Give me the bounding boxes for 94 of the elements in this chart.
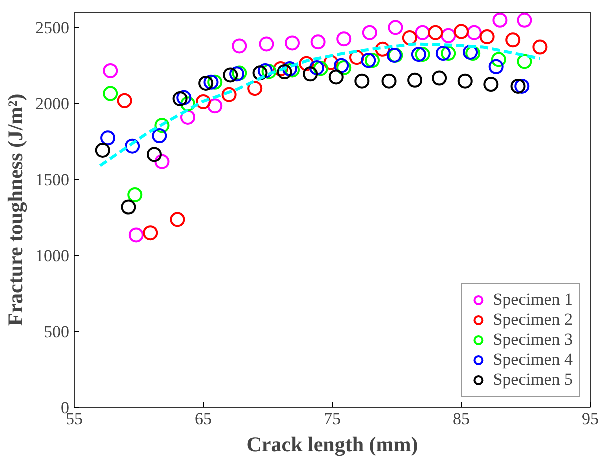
point: [152, 128, 168, 144]
point: [415, 47, 430, 62]
point: [285, 36, 300, 51]
point: [432, 70, 448, 86]
legend-label: Specimen 4: [493, 350, 573, 370]
y-tick-label: 2500: [36, 18, 70, 38]
y-tick-label: 500: [44, 322, 70, 342]
point: [361, 53, 376, 68]
legend-label: Specimen 3: [493, 330, 573, 350]
point: [232, 38, 248, 54]
point: [121, 200, 136, 215]
point: [324, 55, 339, 70]
point: [252, 66, 268, 81]
y-axis-title: Fracture toughness (J/m²): [4, 94, 28, 326]
legend-label: Specimen 2: [493, 310, 573, 330]
point: [170, 212, 186, 228]
y-tick-label: 1500: [36, 170, 70, 190]
point: [262, 64, 277, 80]
point: [117, 93, 132, 108]
legend-label: Specimen 5: [493, 370, 573, 390]
line-series: [98, 42, 542, 168]
x-tick-label: 75: [324, 410, 341, 428]
point: [441, 46, 456, 62]
point: [176, 90, 192, 106]
point: [180, 96, 196, 112]
point: [125, 138, 140, 154]
point: [146, 147, 162, 162]
point: [285, 62, 300, 78]
point: [310, 60, 325, 76]
point: [336, 32, 352, 47]
point: [273, 62, 288, 77]
point: [491, 52, 506, 68]
point: [458, 74, 473, 89]
point: [484, 77, 499, 92]
point: [180, 110, 196, 125]
point: [259, 36, 274, 52]
point: [198, 76, 214, 91]
point: [299, 56, 314, 72]
point: [441, 28, 456, 44]
point: [95, 142, 110, 158]
point: [517, 54, 532, 70]
point: [354, 74, 370, 89]
point: [303, 66, 318, 82]
point: [510, 79, 526, 94]
point: [223, 68, 238, 83]
point: [258, 64, 273, 78]
point: [103, 64, 118, 78]
point: [100, 130, 116, 146]
point: [466, 25, 482, 40]
point: [277, 64, 292, 80]
point: [248, 81, 263, 96]
point: [328, 70, 344, 85]
point: [402, 30, 418, 46]
point: [282, 62, 298, 77]
point: [411, 47, 426, 62]
point: [154, 154, 170, 170]
point: [208, 74, 223, 90]
point: [480, 29, 495, 44]
point: [488, 59, 504, 74]
point: [362, 25, 378, 40]
y-tick-label: 1000: [36, 246, 70, 266]
point: [517, 12, 532, 28]
point: [154, 118, 170, 134]
y-tick-label: 2000: [36, 94, 70, 114]
point: [408, 72, 423, 88]
point: [310, 34, 326, 50]
x-axis-title: Crack length (mm): [246, 432, 418, 456]
point: [208, 98, 223, 114]
x-tick-label: 95: [582, 410, 599, 428]
point: [222, 87, 237, 102]
point: [436, 46, 451, 62]
legend-label: Specimen 1: [493, 290, 573, 310]
point: [128, 187, 143, 202]
point: [492, 12, 508, 28]
point: [350, 50, 365, 66]
point: [128, 228, 144, 243]
point: [103, 86, 118, 102]
point: [382, 74, 397, 89]
point: [454, 24, 469, 40]
point: [364, 53, 380, 68]
point: [313, 61, 328, 76]
point: [196, 94, 211, 110]
point: [514, 79, 530, 94]
point: [204, 74, 219, 90]
point: [375, 42, 390, 57]
point: [143, 226, 158, 241]
point: [532, 40, 548, 55]
point: [506, 32, 521, 48]
point: [428, 25, 444, 40]
point: [388, 20, 404, 36]
point: [172, 91, 188, 106]
x-tick-label: 65: [195, 410, 212, 428]
x-tick-label: 85: [453, 410, 470, 428]
point: [415, 25, 430, 40]
